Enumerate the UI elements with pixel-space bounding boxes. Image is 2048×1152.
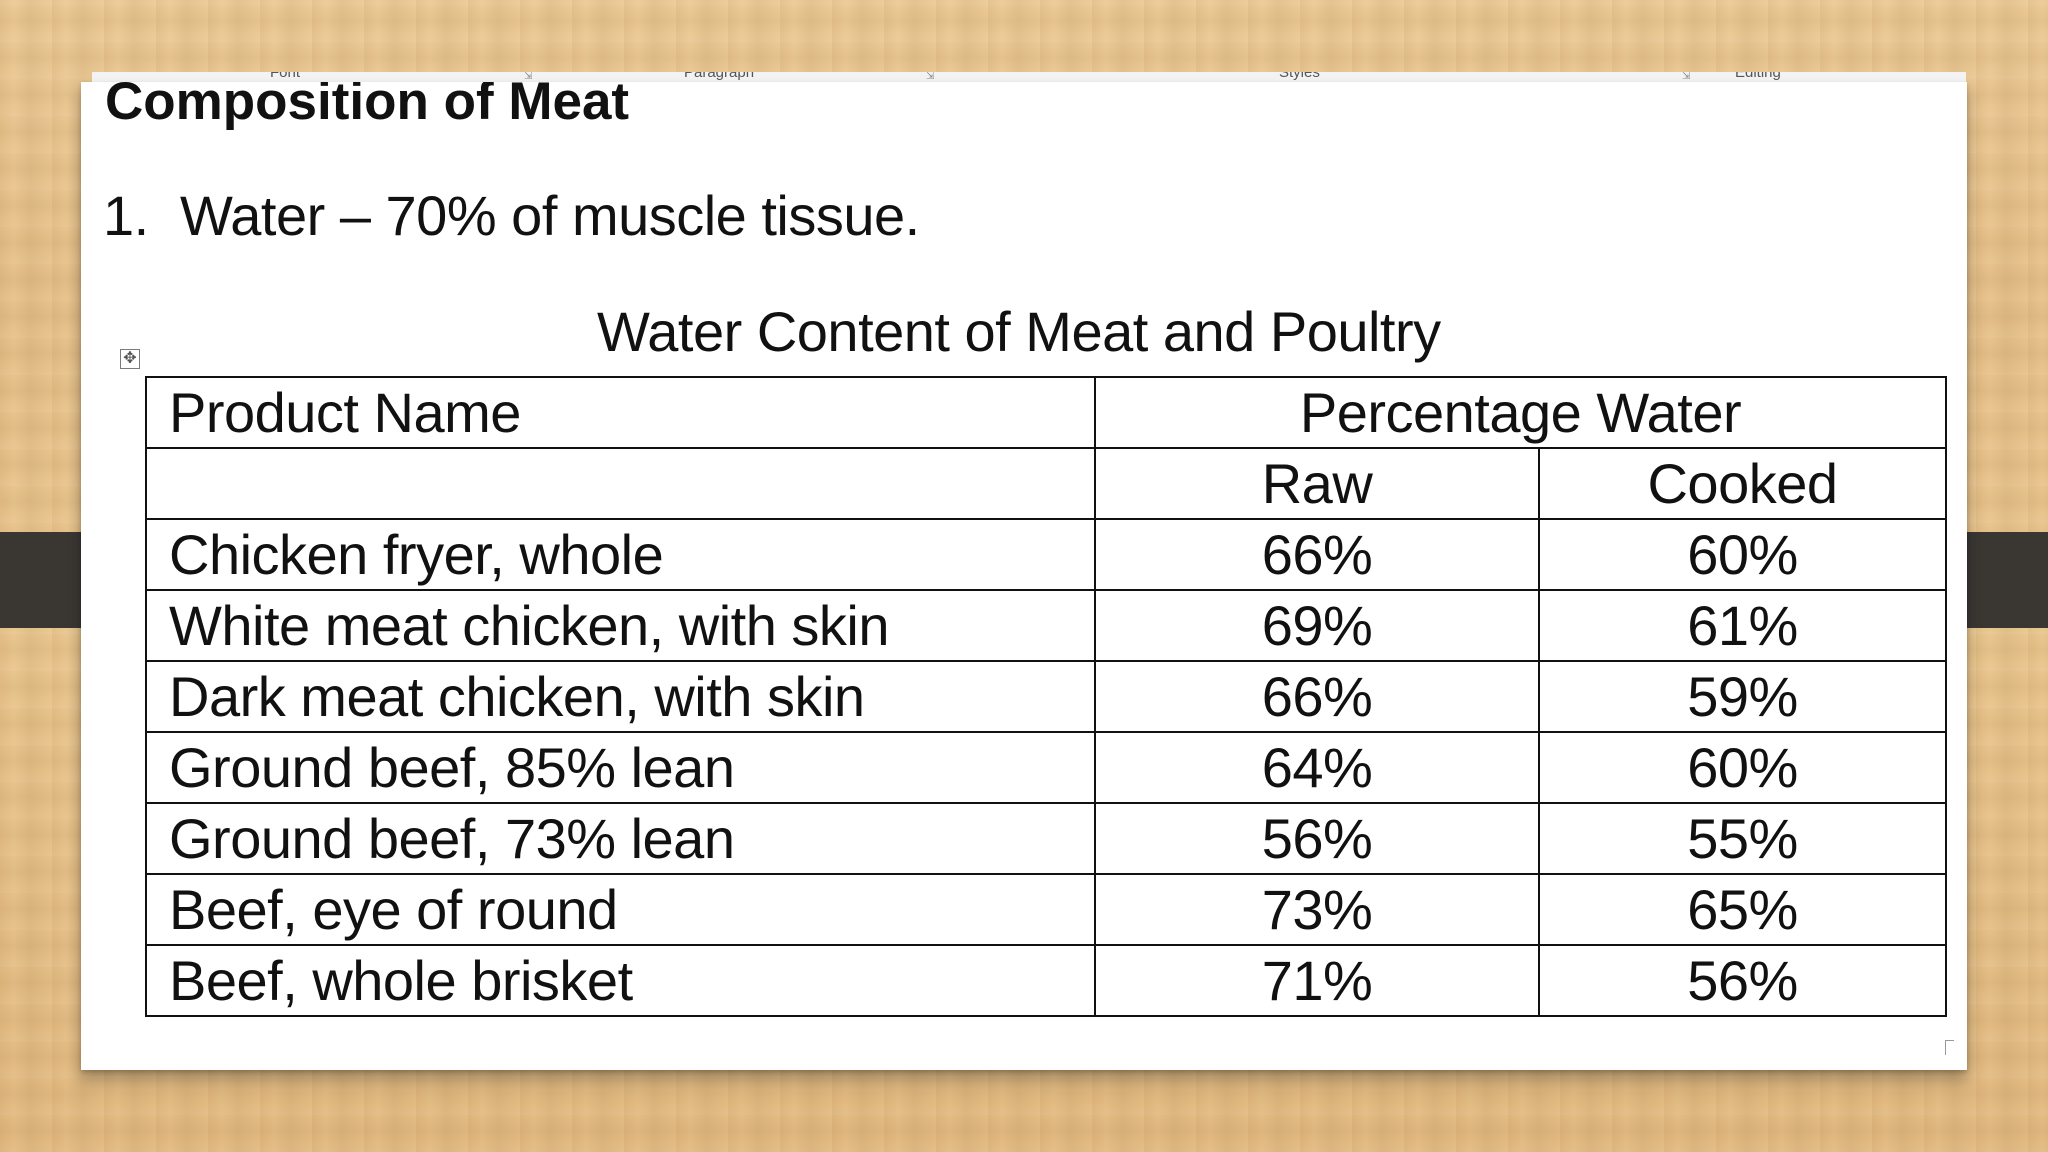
table-row: Beef, eye of round 73% 65% xyxy=(145,873,1948,946)
header-empty-cell xyxy=(145,447,1096,520)
list-number: 1. xyxy=(103,184,149,247)
raw-percent-cell: 71% xyxy=(1094,944,1540,1017)
ribbon-group-font[interactable]: Font xyxy=(270,72,301,81)
product-name-cell: Dark meat chicken, with skin xyxy=(145,660,1096,733)
product-name-cell: Beef, eye of round xyxy=(145,873,1096,946)
cooked-percent-cell: 59% xyxy=(1537,660,1948,733)
document-heading: Composition of Meat xyxy=(105,82,630,131)
right-dark-band xyxy=(1956,532,2048,628)
table-move-handle-icon[interactable]: ✥ xyxy=(120,349,140,369)
header-raw: Raw xyxy=(1094,447,1540,520)
list-item-text: Water – 70% of muscle tissue. xyxy=(180,184,920,247)
left-dark-band xyxy=(0,532,92,628)
ribbon-group-editing[interactable]: Editing xyxy=(1735,72,1781,81)
raw-percent-cell: 73% xyxy=(1094,873,1540,946)
dialog-launcher-icon[interactable]: ⇲ xyxy=(1682,72,1691,82)
table-header-row: Product Name Percentage Water xyxy=(145,376,1948,449)
product-name-cell: Ground beef, 85% lean xyxy=(145,731,1096,804)
cooked-percent-cell: 60% xyxy=(1537,518,1948,591)
cooked-percent-cell: 55% xyxy=(1537,802,1948,875)
ribbon-group-paragraph[interactable]: Paragraph xyxy=(684,72,755,81)
table-row: Ground beef, 73% lean 56% 55% xyxy=(145,802,1948,875)
table-row: White meat chicken, with skin 69% 61% xyxy=(145,589,1948,662)
raw-percent-cell: 69% xyxy=(1094,589,1540,662)
numbered-list-item: 1. Water – 70% of muscle tissue. xyxy=(103,184,920,248)
cooked-percent-cell: 61% xyxy=(1537,589,1948,662)
table-row: Ground beef, 85% lean 64% 60% xyxy=(145,731,1948,804)
product-name-cell: White meat chicken, with skin xyxy=(145,589,1096,662)
raw-percent-cell: 66% xyxy=(1094,518,1540,591)
table-row: Beef, whole brisket 71% 56% xyxy=(145,944,1948,1017)
header-percentage-water: Percentage Water xyxy=(1093,376,1948,449)
raw-percent-cell: 56% xyxy=(1094,802,1540,875)
ribbon-group-styles[interactable]: Styles xyxy=(1279,72,1320,81)
cooked-percent-cell: 65% xyxy=(1537,873,1948,946)
table-row: Chicken fryer, whole 66% 60% xyxy=(145,518,1948,591)
dialog-launcher-icon[interactable]: ⇲ xyxy=(926,72,935,82)
raw-percent-cell: 66% xyxy=(1094,660,1540,733)
header-product-name: Product Name xyxy=(145,376,1096,449)
product-name-cell: Ground beef, 73% lean xyxy=(145,802,1096,875)
table-resize-handle[interactable] xyxy=(1945,1040,1954,1055)
product-name-cell: Chicken fryer, whole xyxy=(145,518,1096,591)
water-content-table: Product Name Percentage Water Raw Cooked… xyxy=(145,376,1948,1017)
raw-percent-cell: 64% xyxy=(1094,731,1540,804)
dialog-launcher-icon[interactable]: ⇲ xyxy=(524,72,533,82)
cooked-percent-cell: 60% xyxy=(1537,731,1948,804)
header-cooked: Cooked xyxy=(1537,447,1948,520)
table-title: Water Content of Meat and Poultry xyxy=(597,300,1441,363)
table-subheader-row: Raw Cooked xyxy=(145,447,1948,520)
product-name-cell: Beef, whole brisket xyxy=(145,944,1096,1017)
table-row: Dark meat chicken, with skin 66% 59% xyxy=(145,660,1948,733)
cooked-percent-cell: 56% xyxy=(1537,944,1948,1017)
document-page[interactable]: Composition of Meat 1. Water – 70% of mus… xyxy=(81,82,1967,1070)
